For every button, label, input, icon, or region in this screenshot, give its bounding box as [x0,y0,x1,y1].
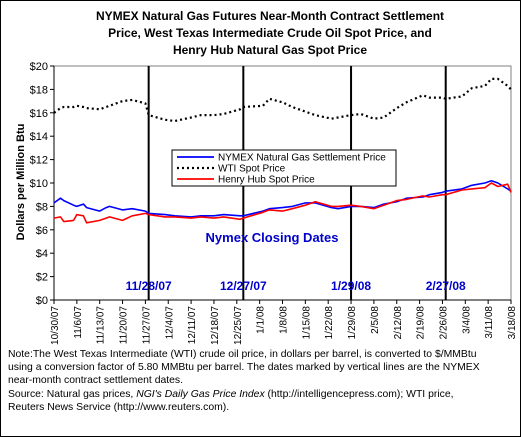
x-tick-label: 12/18/07 [210,306,221,345]
x-tick-label: 2/12/08 [393,306,404,340]
y-tick-label: $18 [30,84,48,96]
y-tick-label: $6 [36,225,48,237]
x-tick-label: 1/1/08 [256,306,267,334]
x-tick-label: 12/4/07 [164,306,175,340]
x-tick-label: 3/18/08 [507,306,518,340]
source-line: Source: Natural gas prices, NGI's Daily … [8,388,516,401]
chart-title-line: Price, West Texas Intermediate Crude Oil… [108,26,432,40]
series-line [53,182,512,224]
y-tick-label: $2 [36,272,48,284]
nymex-closing-dates-annotation: Nymex Closing Dates [206,230,339,245]
legend-label: WTI Spot Price [218,164,286,175]
x-tick-label: 2/5/08 [370,306,381,334]
note-line: near-month contract settlement dates. [8,375,183,387]
closing-date-label: 11/28/07 [126,279,172,293]
note-line: Note:The West Texas Intermediate (WTI) c… [8,349,477,360]
chart-title: NYMEX Natural Gas Futures Near-Month Con… [60,8,480,59]
x-tick-label: 1/22/08 [324,306,335,340]
x-tick-label: 11/13/07 [96,306,107,345]
chart-note: Note:The West Texas Intermediate (WTI) c… [8,348,516,414]
y-tick-label: $20 [30,61,48,73]
legend-label: NYMEX Natural Gas Settlement Price [218,153,386,164]
x-tick-label: 12/11/07 [187,306,198,345]
y-tick-label: $12 [30,155,48,167]
y-tick-label: $14 [30,131,48,143]
x-tick-label: 1/29/08 [347,306,358,340]
source-line-2: Reuters News Service (http://www.reuters… [8,401,230,413]
x-tick-label: 1/15/08 [301,306,312,340]
legend-box [171,149,397,187]
x-tick-label: 10/30/07 [50,306,61,345]
x-tick-label: 11/20/07 [119,306,130,345]
legend-label: Henry Hub Spot Price [218,175,315,186]
y-tick-label: $4 [36,248,48,260]
y-tick-label: $8 [36,201,48,213]
x-tick-label: 2/26/08 [438,306,449,340]
y-tick-label: $10 [30,178,48,190]
series-lines [53,77,512,224]
x-tick-label: 11/27/07 [141,306,152,345]
x-axis: 10/30/07 11/6/07 11/13/07 11/20/07 11/27/07 1… [50,299,518,345]
chart-title-line: Henry Hub Natural Gas Spot Price [172,43,368,57]
x-tick-label: 3/4/08 [461,306,472,334]
closing-date-label: 2/27/08 [426,279,466,293]
source-publication: NGI's Daily Gas Price Index [136,388,265,400]
closing-date-label: 1/29/08 [331,279,371,293]
y-tick-label: $0 [36,295,48,307]
x-tick-label: 11/6/07 [73,306,84,339]
source-suffix: (http://intelligencepress.com); WTI pric… [264,388,454,400]
y-axis-label: Dollars per Million Btu [15,124,27,241]
source-prefix: Source: Natural gas prices, [8,388,137,400]
y-tick-label: $16 [30,108,48,120]
x-tick-label: 12/25/07 [233,306,244,345]
x-tick-label: 2/19/08 [416,306,427,340]
x-tick-label: 3/11/08 [484,306,495,339]
series-line [53,179,512,218]
x-tick-label: 1/8/08 [279,306,290,334]
chart-title-line: NYMEX Natural Gas Futures Near-Month Con… [95,9,445,23]
note-line: using a conversion factor of 5.80 MMBtu … [8,362,480,374]
y-axis: $0 $2 $4 $6 $8 $10 $12 $14 $16 $18 $20 [30,61,55,307]
closing-date-label: 12/27/07 [220,279,267,293]
